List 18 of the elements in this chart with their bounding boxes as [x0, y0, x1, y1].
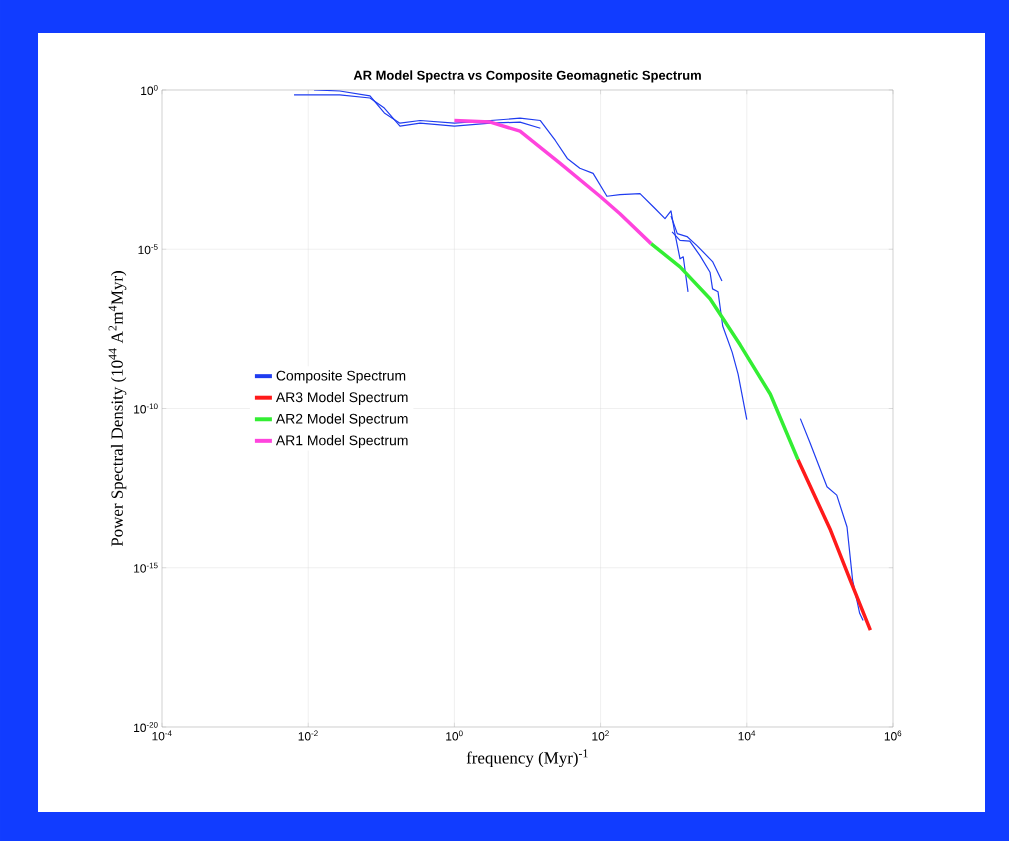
y-tick-label: 10$^{-10}$: [134, 403, 158, 414]
legend-label: AR3 Model Spectrum: [275, 391, 408, 405]
x-tick-label: 10$^{4}$: [738, 730, 756, 741]
x-tick-label: 10$^{6}$: [884, 730, 902, 741]
legend-label: AR2 Model Spectrum: [275, 413, 408, 427]
legend-label: AR1 Model Spectrum: [275, 435, 408, 449]
y-tick-label: 10$^{0}$: [141, 84, 158, 95]
x-tick-label: 10$^{0}$: [446, 730, 463, 741]
x-tick-label: 10$^{2}$: [592, 730, 609, 741]
y-tick-label: 10$^{-5}$: [138, 244, 158, 255]
x-axis-title: frequency (Myr)$^{-1}$: [466, 749, 588, 768]
y-tick-label: 10$^{-15}$: [134, 562, 158, 573]
legend-label: Composite Spectrum: [276, 370, 406, 384]
x-tick-label: 10$^{-2}$: [298, 730, 318, 741]
chart-title: AR Model Spectra vs Composite Geomagnetic Spectrum: [353, 70, 701, 83]
y-axis-title: Power Spectral Density (10$^{44}$ A$^{2}$m$^{4}$Myr): [108, 271, 127, 547]
x-tick-label: 10$^{-4}$: [152, 730, 172, 741]
y-tick-label: 10$^{-20}$: [134, 721, 158, 732]
